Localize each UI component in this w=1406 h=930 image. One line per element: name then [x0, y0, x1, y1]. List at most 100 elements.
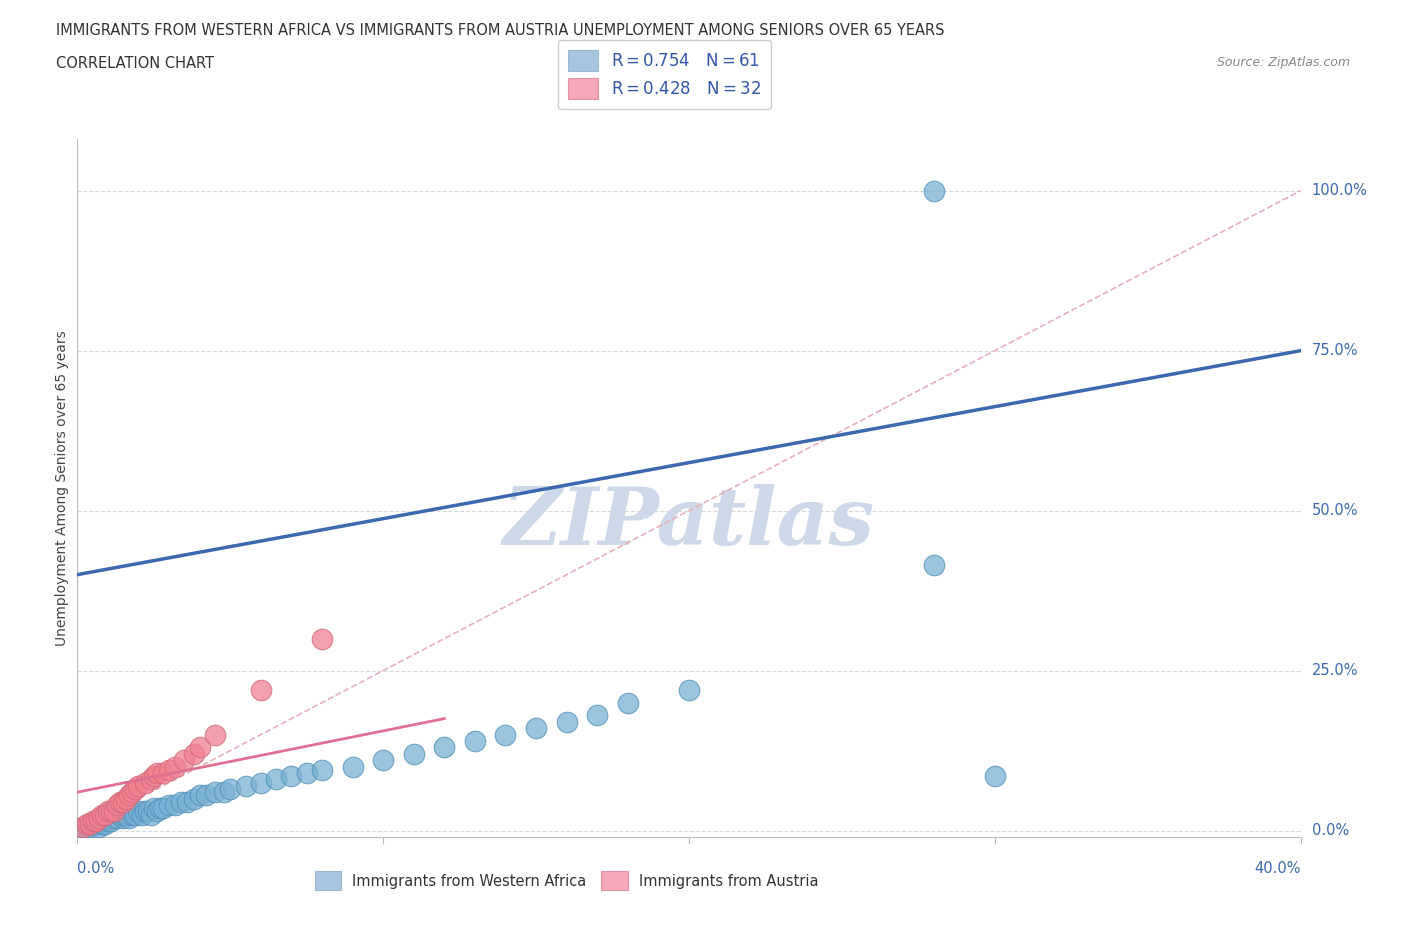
Point: [112, 807, 135, 822]
Point: [152, 801, 174, 816]
Point: [984, 769, 1007, 784]
Point: [112, 794, 135, 809]
Point: [146, 765, 169, 780]
Point: [280, 769, 302, 784]
Point: [176, 794, 198, 809]
Point: [204, 727, 226, 742]
Point: [72, 820, 94, 835]
Point: [142, 801, 165, 816]
Point: [108, 807, 131, 822]
Point: [219, 781, 242, 796]
Point: [131, 807, 153, 822]
Point: [76, 820, 98, 835]
Point: [105, 810, 128, 825]
Point: [115, 807, 138, 822]
Text: 40.0%: 40.0%: [1254, 861, 1301, 876]
Point: [295, 765, 318, 780]
Point: [464, 734, 486, 749]
Point: [94, 807, 117, 822]
Point: [127, 778, 149, 793]
Point: [97, 814, 120, 829]
Point: [90, 814, 112, 829]
Point: [371, 752, 394, 767]
Point: [152, 765, 174, 780]
Point: [188, 788, 211, 803]
Point: [157, 763, 180, 777]
Point: [100, 814, 122, 829]
Point: [922, 558, 945, 573]
Point: [183, 791, 205, 806]
Point: [212, 785, 235, 800]
Point: [136, 804, 159, 818]
Point: [188, 740, 211, 755]
Point: [105, 798, 128, 813]
Point: [204, 785, 226, 800]
Point: [555, 714, 578, 729]
Point: [433, 740, 456, 755]
Point: [194, 788, 217, 803]
Point: [157, 798, 180, 813]
Point: [678, 683, 700, 698]
Point: [79, 817, 101, 831]
Point: [311, 763, 333, 777]
Point: [103, 810, 125, 825]
Point: [586, 708, 609, 723]
Point: [134, 776, 156, 790]
Text: 25.0%: 25.0%: [1312, 663, 1358, 678]
Point: [79, 820, 101, 835]
Point: [146, 804, 169, 818]
Point: [118, 810, 141, 825]
Point: [139, 807, 162, 822]
Point: [139, 772, 162, 787]
Point: [235, 778, 257, 793]
Point: [250, 776, 273, 790]
Point: [90, 807, 112, 822]
Point: [118, 788, 141, 803]
Point: [165, 798, 187, 813]
Point: [108, 794, 131, 809]
Point: [342, 759, 364, 774]
Point: [121, 785, 143, 800]
Point: [100, 804, 122, 818]
Point: [121, 804, 143, 818]
Point: [173, 752, 195, 767]
Point: [84, 814, 107, 829]
Point: [495, 727, 517, 742]
Point: [124, 781, 146, 796]
Point: [97, 804, 120, 818]
Point: [112, 810, 135, 825]
Point: [183, 747, 205, 762]
Point: [103, 804, 125, 818]
Point: [87, 820, 110, 835]
Point: [124, 807, 146, 822]
Point: [72, 820, 94, 835]
Point: [94, 817, 117, 831]
Point: [90, 817, 112, 831]
Point: [617, 696, 640, 711]
Point: [87, 810, 110, 825]
Point: [402, 747, 425, 762]
Point: [524, 721, 547, 736]
Text: 50.0%: 50.0%: [1312, 503, 1358, 518]
Point: [149, 801, 172, 816]
Point: [134, 804, 156, 818]
Point: [84, 817, 107, 831]
Point: [264, 772, 287, 787]
Point: [115, 791, 138, 806]
Point: [311, 631, 333, 646]
Text: 0.0%: 0.0%: [77, 861, 114, 876]
Point: [170, 794, 193, 809]
Legend: Immigrants from Western Africa, Immigrants from Austria: Immigrants from Western Africa, Immigran…: [309, 866, 824, 896]
Point: [127, 804, 149, 818]
Y-axis label: Unemployment Among Seniors over 65 years: Unemployment Among Seniors over 65 years: [55, 330, 69, 646]
Point: [76, 817, 98, 831]
Text: 75.0%: 75.0%: [1312, 343, 1358, 358]
Point: [165, 759, 187, 774]
Text: IMMIGRANTS FROM WESTERN AFRICA VS IMMIGRANTS FROM AUSTRIA UNEMPLOYMENT AMONG SEN: IMMIGRANTS FROM WESTERN AFRICA VS IMMIGR…: [56, 23, 945, 38]
Text: Source: ZipAtlas.com: Source: ZipAtlas.com: [1216, 56, 1350, 69]
Text: CORRELATION CHART: CORRELATION CHART: [56, 56, 214, 71]
Text: 100.0%: 100.0%: [1312, 183, 1368, 198]
Point: [250, 683, 273, 698]
Text: ZIPatlas: ZIPatlas: [503, 485, 875, 562]
Point: [142, 769, 165, 784]
